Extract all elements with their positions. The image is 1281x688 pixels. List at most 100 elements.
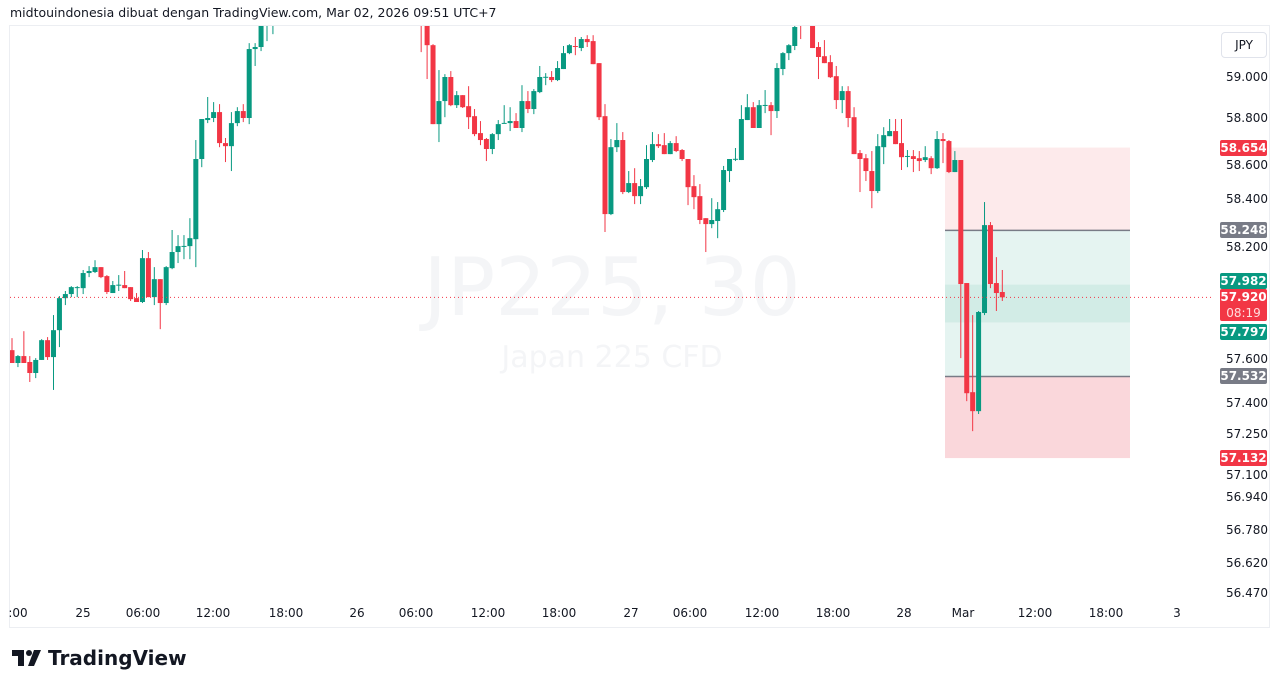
candle-body [750, 107, 756, 128]
candle-body [738, 119, 744, 161]
candle-body [525, 101, 531, 110]
candle-body [821, 56, 827, 64]
candle-body [104, 276, 110, 293]
candle [139, 249, 145, 304]
candle [205, 96, 211, 124]
candle [800, 26, 802, 40]
candle [999, 269, 1005, 301]
candle [780, 52, 786, 76]
candle-body [928, 158, 934, 169]
candle-body [466, 106, 472, 118]
candle [774, 63, 780, 119]
candle-body [560, 53, 566, 70]
candle [732, 147, 738, 162]
candle [501, 105, 507, 124]
candle-body [519, 101, 525, 128]
tradingview-logo-icon [12, 650, 41, 666]
candle-body [211, 112, 217, 119]
candle [566, 44, 572, 55]
candle [128, 287, 134, 301]
candle-body [596, 63, 602, 118]
candle-body [110, 285, 116, 294]
candle-body [92, 267, 98, 273]
candle [578, 37, 584, 52]
candle [240, 104, 246, 123]
candle-body [964, 283, 970, 394]
tradingview-logo[interactable]: TradingView [12, 646, 187, 670]
candle [815, 42, 821, 80]
candle [442, 74, 448, 118]
candle [15, 355, 21, 368]
candle [68, 286, 74, 298]
candle [792, 26, 798, 51]
price-axis-tick: 57.250 [1226, 427, 1268, 441]
candle-body [756, 105, 762, 128]
candle [543, 73, 549, 86]
candle [833, 65, 839, 110]
candle [266, 26, 268, 42]
candle [869, 151, 875, 209]
candle [768, 102, 774, 136]
target-zone[interactable] [945, 147, 1130, 231]
candle [525, 91, 531, 114]
candle-body [732, 158, 738, 160]
candle [584, 35, 590, 48]
candle [10, 338, 15, 364]
candle [916, 151, 922, 172]
candle-body [483, 139, 489, 150]
candle-body [258, 26, 264, 48]
candle [572, 37, 578, 56]
candle [424, 26, 430, 80]
price-label: 57.797 [1220, 324, 1267, 341]
candle [928, 156, 934, 175]
candle [187, 218, 193, 260]
entry-band[interactable] [945, 284, 1130, 323]
candle [887, 119, 893, 137]
candle-body [881, 135, 887, 148]
candle [246, 43, 252, 125]
candle-body [134, 298, 140, 303]
candle-body [169, 252, 175, 269]
candle-body [460, 95, 466, 108]
candle [472, 109, 478, 137]
stop-zone[interactable] [945, 376, 1130, 459]
time-axis-tick: 18:00 [541, 606, 577, 620]
price-label: 57.132 [1220, 450, 1267, 467]
watermark-symbol: JP225, 30 [423, 241, 801, 334]
candle-body [270, 0, 275, 6]
candle [744, 94, 750, 121]
candle-body [697, 196, 703, 221]
candle-body [946, 141, 952, 173]
time-axis-tick: Mar [951, 606, 975, 620]
candle-body [430, 45, 436, 125]
candle [673, 136, 679, 153]
candle-body [863, 158, 869, 172]
candle [987, 222, 993, 289]
currency-button[interactable]: JPY [1221, 32, 1267, 58]
candle-body [555, 68, 561, 81]
candle [608, 139, 614, 216]
candle [495, 120, 501, 141]
candle [946, 140, 952, 174]
candle-body [721, 170, 727, 211]
candle [893, 119, 899, 145]
candle-body [762, 104, 768, 106]
watermark-description: Japan 225 CFD [501, 340, 723, 375]
candle [122, 271, 128, 289]
candle-body [626, 183, 632, 193]
time-axis-tick: 28 [896, 606, 912, 620]
candle-body [934, 139, 940, 169]
candle [116, 275, 122, 291]
candle [614, 123, 620, 153]
time-axis-tick: 06:00 [398, 606, 434, 620]
candle-body [193, 159, 199, 240]
candle-body [887, 131, 893, 137]
candle-body [851, 117, 857, 155]
candle [104, 275, 110, 295]
candle-body [632, 183, 638, 197]
candle [175, 235, 181, 264]
candle [507, 107, 513, 132]
candle [993, 257, 999, 311]
candle [169, 230, 175, 270]
